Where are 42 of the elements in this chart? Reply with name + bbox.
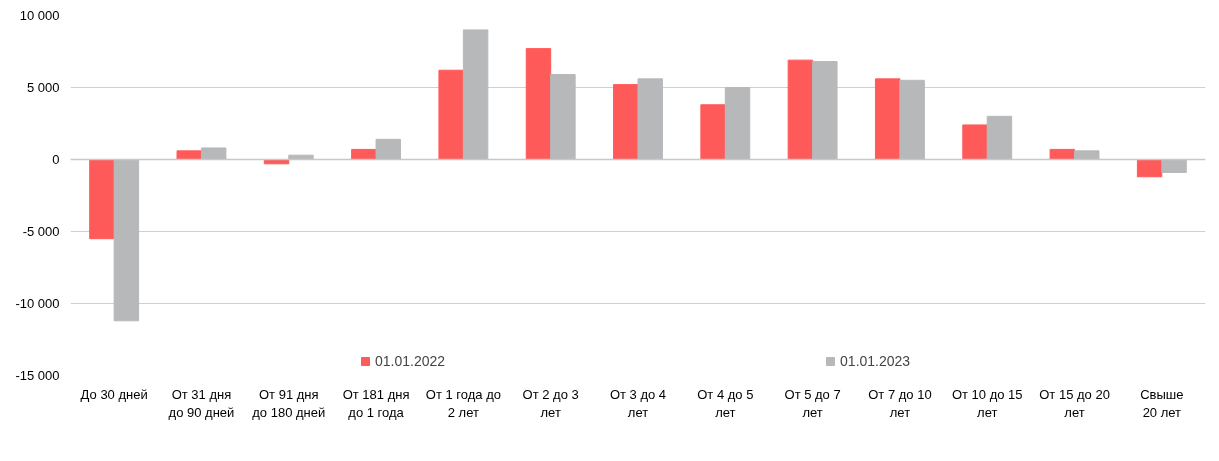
bar [1074, 150, 1100, 160]
x-tick-label: От 2 до 3 лет [522, 386, 579, 420]
bar [176, 150, 202, 160]
bar [637, 78, 663, 160]
y-tick-label: -10 000 [15, 296, 60, 311]
x-tick-label: От 3 до 4 лет [609, 386, 667, 420]
bar [1161, 159, 1187, 173]
bar [962, 124, 988, 160]
bar [613, 84, 639, 160]
x-tick-label: От 91 дня до 180 дней [252, 386, 326, 420]
x-tick-label: От 181 дня до 1 года [342, 386, 410, 420]
y-tick-label: -15 000 [15, 368, 60, 383]
legend-label: 01.01.2022 [375, 353, 446, 369]
x-tick-label: До 30 дней [80, 386, 148, 402]
x-tick-label: От 15 до 20 лет [1039, 386, 1110, 420]
x-tick-label: Свыше 20 лет [1140, 386, 1184, 420]
bar [200, 147, 227, 160]
bar [550, 74, 576, 160]
bar [899, 79, 925, 160]
x-tick-label: От 5 до 7 лет [784, 386, 841, 420]
legend-label: 01.01.2023 [840, 353, 911, 369]
bar [438, 69, 464, 160]
y-tick-label: 0 [52, 152, 60, 167]
bar [812, 61, 838, 160]
x-tick-label: От 4 до 5 лет [697, 386, 754, 420]
bar [462, 29, 489, 160]
bar [375, 138, 402, 160]
x-tick-label: От 31 дня до 90 дней [168, 386, 235, 420]
x-tick-label: От 10 до 15 лет [951, 386, 1023, 420]
y-tick-label: 5 000 [26, 80, 60, 95]
bar [525, 48, 552, 160]
bar [113, 159, 140, 322]
y-tick-label: 10 000 [19, 8, 60, 23]
bar [787, 59, 814, 160]
x-tick-label: От 7 до 10 лет [868, 386, 932, 420]
bar [724, 87, 751, 160]
bar [700, 104, 726, 160]
bar [874, 78, 901, 160]
y-tick-label: -5 000 [22, 224, 60, 239]
bar [89, 159, 115, 240]
x-tick-label: От 1 года до 2 лет [425, 386, 501, 420]
bar [986, 115, 1013, 160]
